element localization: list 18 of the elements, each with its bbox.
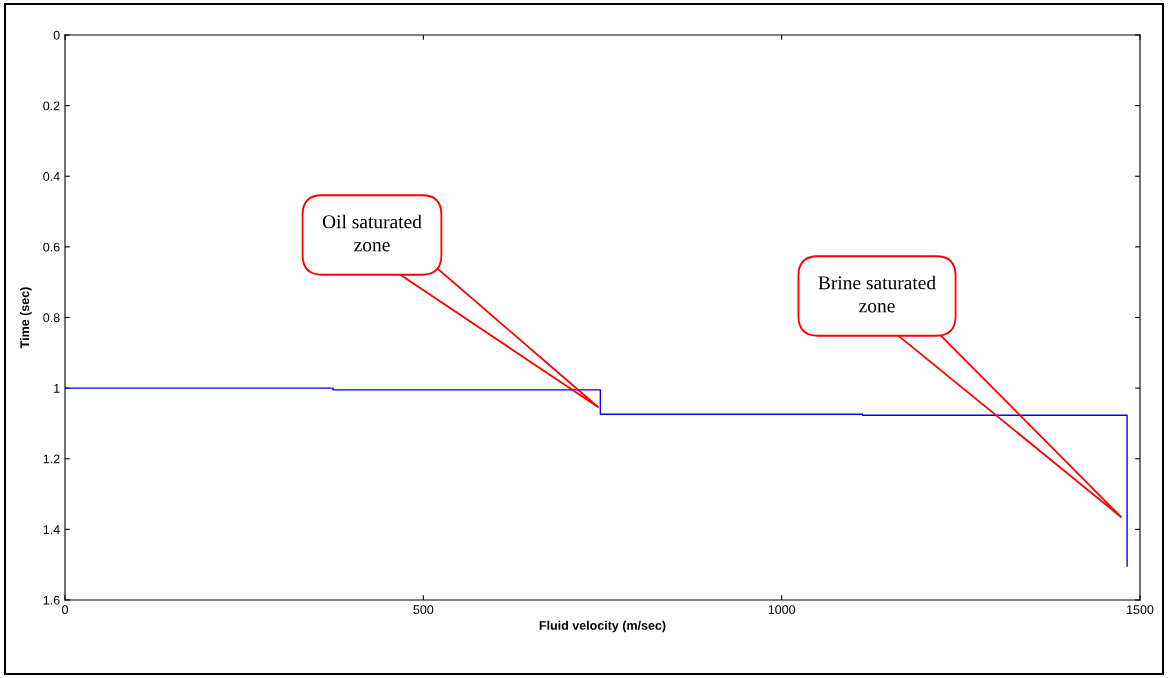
y-tick-label: 0.8	[43, 313, 60, 323]
y-tick-label: 0.6	[43, 242, 60, 252]
y-tick-label: 0.4	[43, 172, 60, 181]
y-tick-label: 1.2	[43, 454, 60, 464]
y-tick-label: 1.4	[43, 525, 60, 534]
y-tick-label: 1.6	[43, 595, 60, 605]
y-tick-label: 0	[53, 30, 60, 40]
y-tick-label: 0.2	[43, 101, 60, 111]
annotation: Oil saturated zone	[322, 214, 422, 252]
x-tick-label: 1500	[1127, 605, 1154, 615]
x-tick-label: 0	[62, 605, 68, 615]
x-tick-label: 500	[413, 605, 434, 615]
y-axis-title: Time (sec)	[20, 287, 32, 349]
y-tick-label: 1	[54, 384, 60, 393]
x-tick-label: 1000	[768, 605, 796, 615]
line-series	[65, 387, 1128, 567]
annotation: Brine saturated zone	[818, 275, 936, 313]
x-axis-title: Fluid velocity (m/sec)	[539, 620, 666, 633]
